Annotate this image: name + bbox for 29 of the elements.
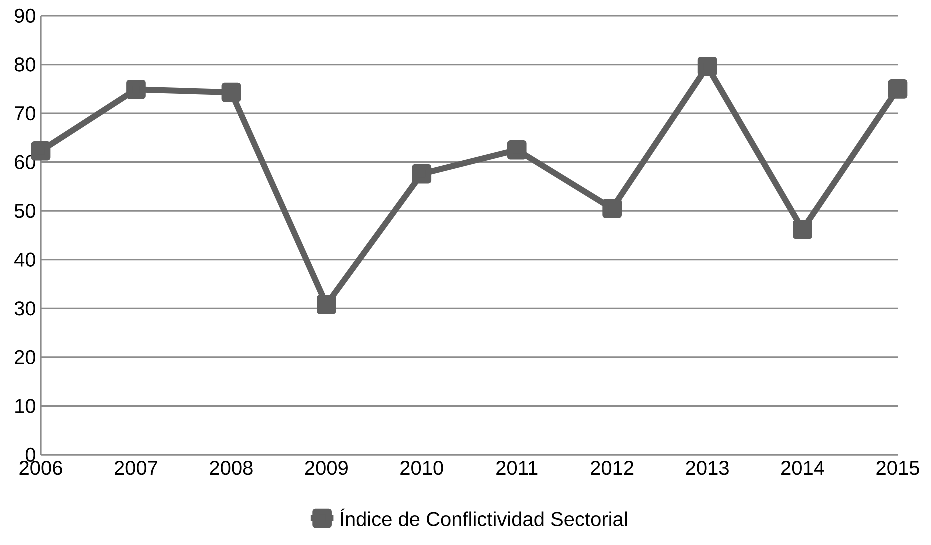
y-tick-label: 50 [14, 204, 36, 218]
x-tick-label: 2008 [210, 461, 253, 476]
y-tick-label: 80 [14, 58, 36, 72]
y-tick-label: 30 [14, 302, 36, 316]
x-tick-label: 2011 [496, 461, 538, 476]
y-tick-label: 40 [14, 252, 36, 267]
x-tick-label: 2013 [686, 461, 729, 476]
x-tick-label: 2007 [114, 461, 158, 476]
point [888, 79, 908, 99]
y-tick-label: 20 [15, 350, 36, 365]
point [412, 164, 432, 184]
x-tick-label: 2012 [591, 461, 634, 476]
y-tick-label: 70 [15, 106, 36, 121]
y-tick-label: 10 [16, 399, 36, 414]
x-tick-label: 2009 [305, 461, 348, 476]
point [317, 295, 336, 314]
x-tick-label: 2015 [876, 461, 920, 476]
point [126, 80, 146, 100]
point [507, 140, 527, 160]
x-tick-label: 2014 [782, 461, 824, 476]
y-tick-label: 90 [14, 8, 36, 24]
x-tick-label: 2010 [400, 461, 444, 476]
point [793, 220, 812, 240]
x-tick-label: 2006 [20, 461, 62, 476]
point [222, 82, 242, 102]
legend-label: Índice de Conflictividad Sectorial [340, 508, 627, 526]
y-tick-label: 0 [26, 448, 36, 462]
point [602, 198, 622, 218]
point [698, 57, 718, 76]
